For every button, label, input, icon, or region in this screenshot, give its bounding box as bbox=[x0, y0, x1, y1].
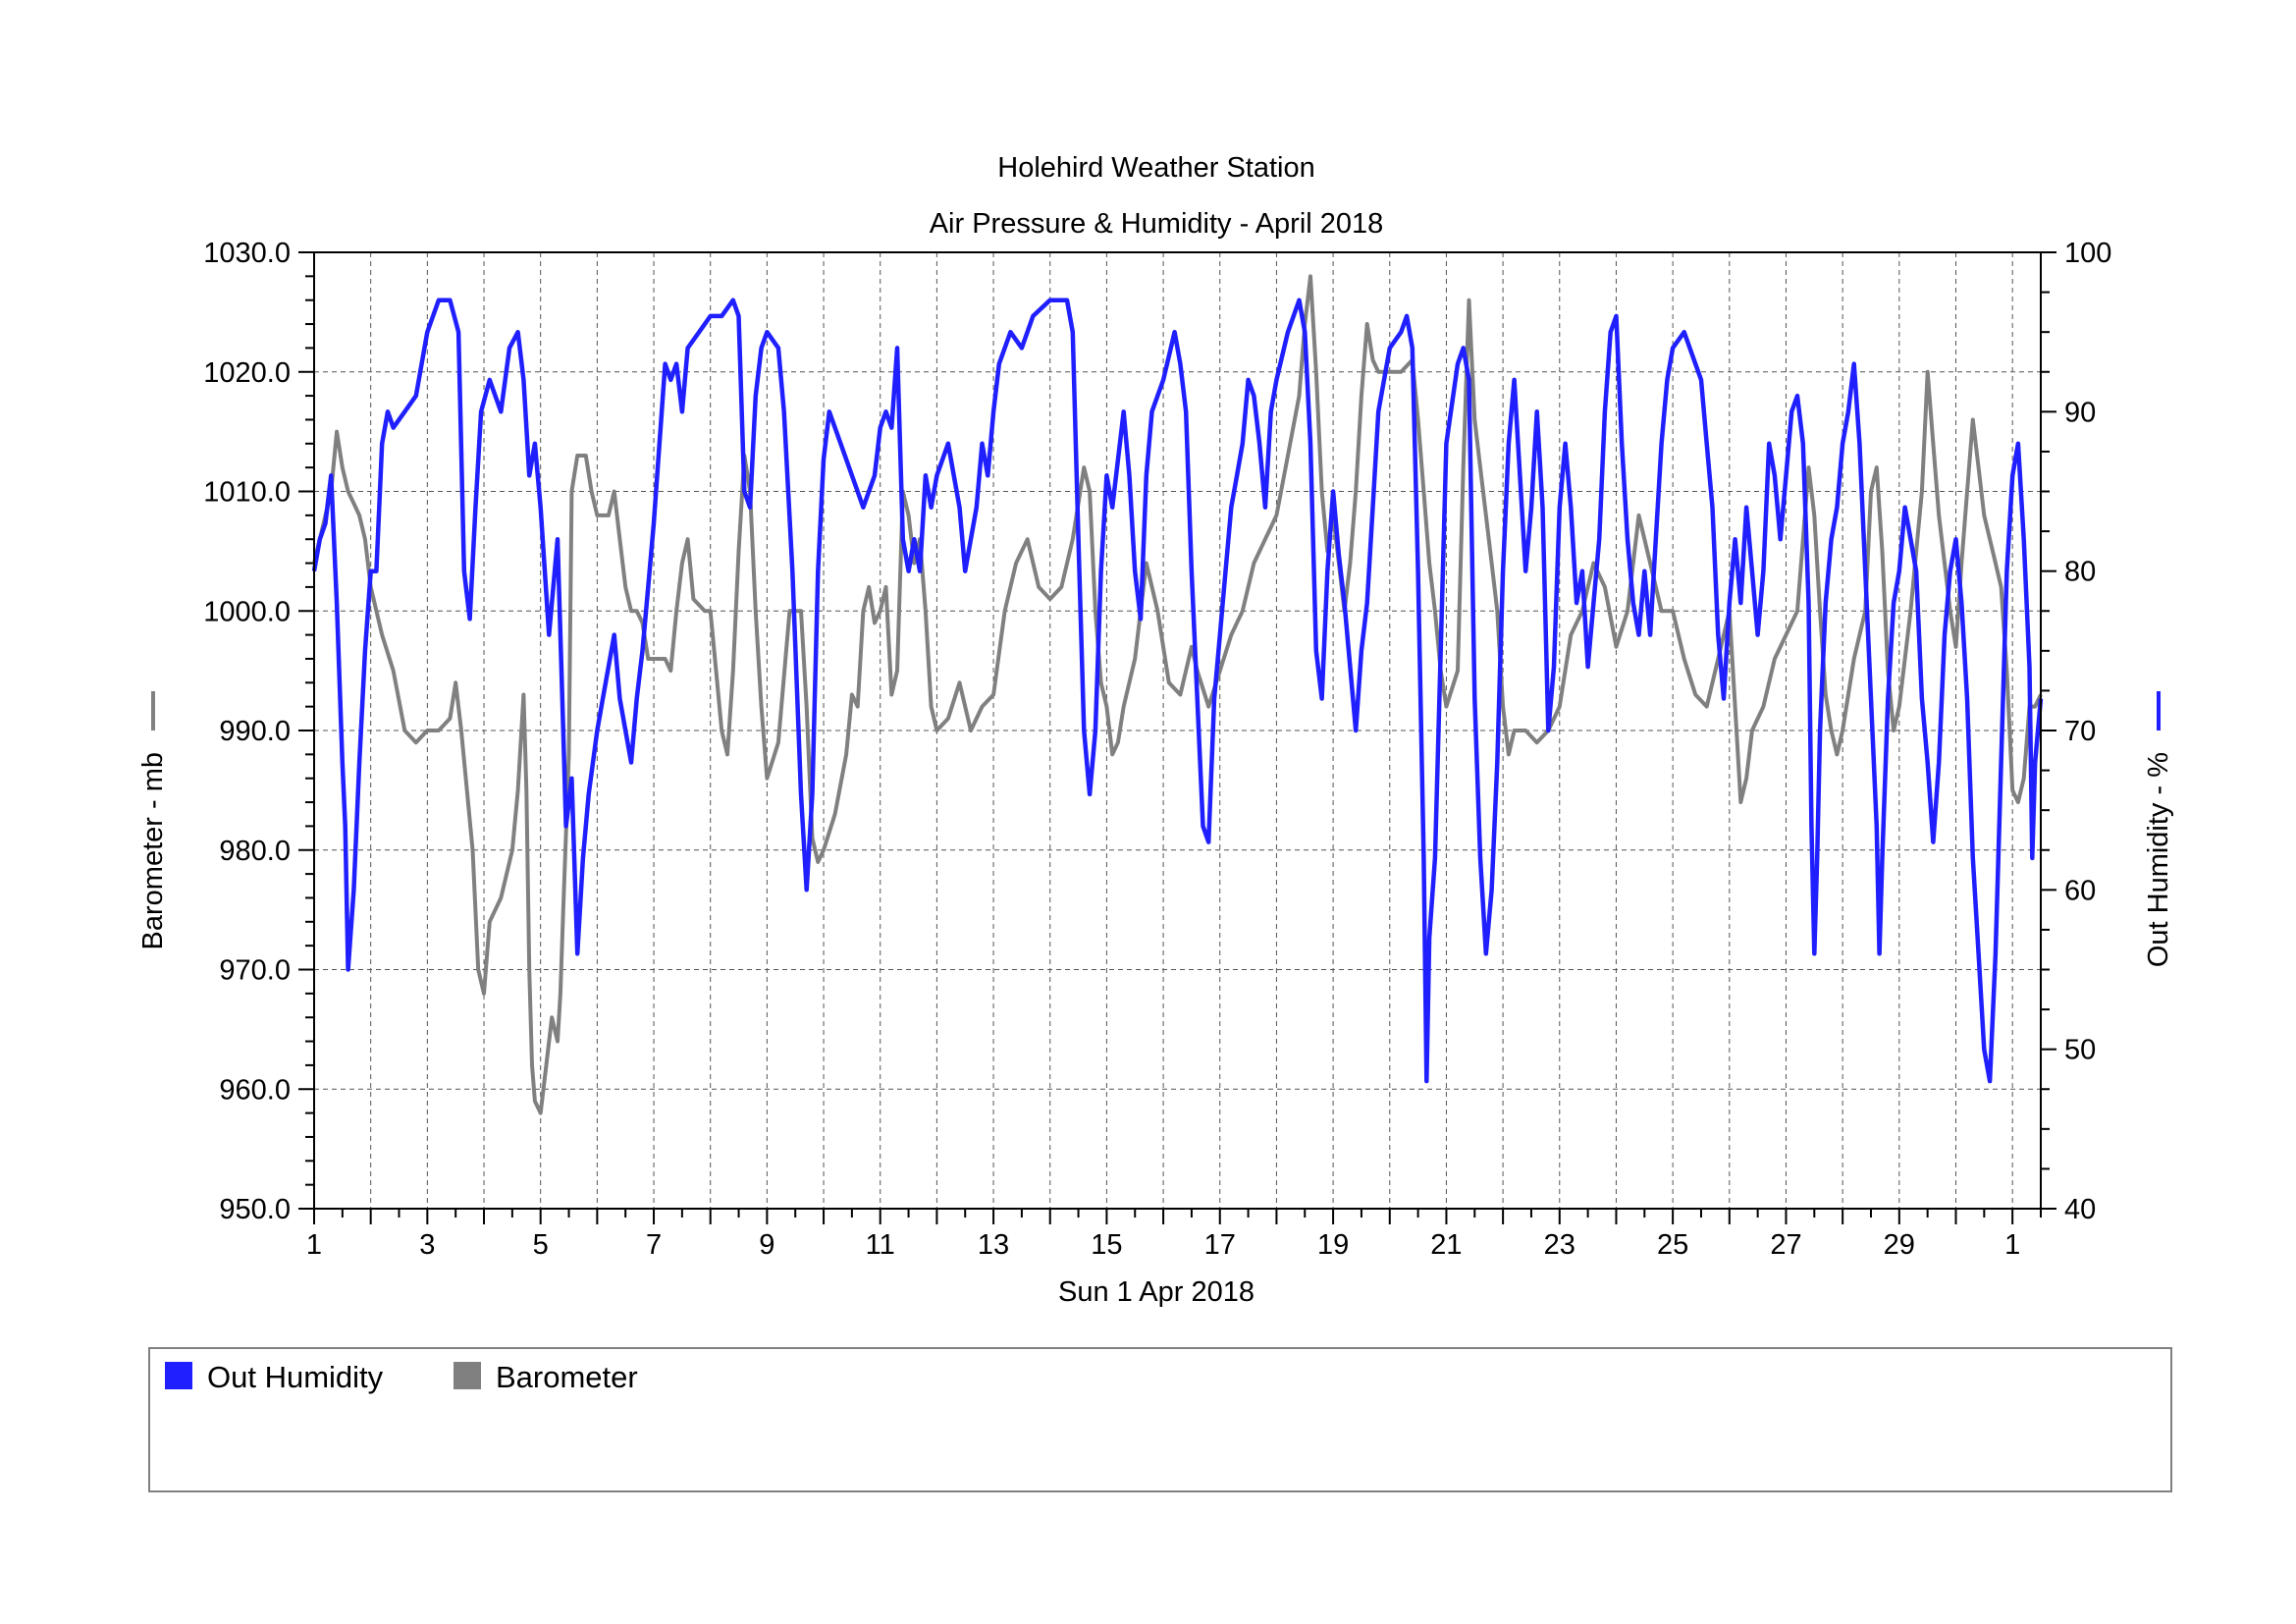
legend-swatch-barometer bbox=[454, 1362, 481, 1389]
legend-label-out-humidity: Out Humidity bbox=[207, 1360, 384, 1394]
x-tick-label: 25 bbox=[1657, 1229, 1688, 1261]
legend-swatch-out-humidity bbox=[165, 1362, 192, 1389]
x-tick-label: 1 bbox=[306, 1229, 322, 1261]
y-axis-left-title: Barometer - mb bbox=[137, 752, 169, 949]
x-tick-label: 5 bbox=[533, 1229, 549, 1261]
x-tick-label: 7 bbox=[646, 1229, 662, 1261]
axis-ticks bbox=[298, 251, 2056, 1224]
y-right-tick-label: 90 bbox=[2064, 397, 2096, 428]
series-lines bbox=[311, 274, 2044, 1115]
y-left-tick-label: 970.0 bbox=[219, 955, 291, 987]
right-axis-title-group: Out Humidity - % bbox=[2143, 691, 2174, 967]
left-axis-title-group: Barometer - mb bbox=[137, 691, 169, 949]
y-left-tick-label: 1010.0 bbox=[203, 477, 291, 509]
y-right-tick-label: 70 bbox=[2064, 716, 2096, 747]
y-left-tick-label: 950.0 bbox=[219, 1194, 291, 1225]
y-left-tick-label: 990.0 bbox=[219, 716, 291, 747]
x-tick-label: 19 bbox=[1317, 1229, 1349, 1261]
x-tick-label: 21 bbox=[1430, 1229, 1462, 1261]
grid bbox=[314, 252, 2041, 1209]
y-right-tick-label: 60 bbox=[2064, 875, 2096, 906]
x-tick-label: 1 bbox=[2004, 1229, 2020, 1261]
y-left-tick-label: 1020.0 bbox=[203, 357, 291, 389]
y-left-tick-label: 960.0 bbox=[219, 1074, 291, 1106]
y-right-tick-label: 40 bbox=[2064, 1194, 2096, 1225]
legend-box bbox=[148, 1347, 2172, 1492]
x-tick-label: 15 bbox=[1091, 1229, 1122, 1261]
chart-subtitle: Air Pressure & Humidity - April 2018 bbox=[930, 208, 1384, 240]
x-tick-label: 27 bbox=[1770, 1229, 1801, 1261]
y-left-tick-label: 1030.0 bbox=[203, 238, 291, 269]
x-tick-label: 29 bbox=[1884, 1229, 1915, 1261]
barometer-line bbox=[312, 274, 2043, 1115]
out-humidity-line bbox=[311, 298, 2044, 1084]
x-tick-label: 3 bbox=[419, 1229, 435, 1261]
y-right-tick-label: 100 bbox=[2064, 238, 2111, 269]
y-right-tick-label: 80 bbox=[2064, 557, 2096, 588]
chart-title: Holehird Weather Station bbox=[997, 152, 1314, 184]
y-left-tick-label: 1000.0 bbox=[203, 596, 291, 627]
y-left-tick-label: 980.0 bbox=[219, 836, 291, 867]
y-axis-right-title: Out Humidity - % bbox=[2143, 752, 2174, 967]
plot-frame bbox=[313, 251, 2042, 1210]
tick-labels: 1 3 5 7 9 11 13 15 17 19 21 23 25 27 29 1950.0960.0970.… bbox=[203, 238, 2111, 1261]
x-tick-label: 17 bbox=[1204, 1229, 1236, 1261]
x-tick-label: 13 bbox=[978, 1229, 1009, 1261]
legend-label-barometer: Barometer bbox=[496, 1360, 638, 1394]
x-tick-label: 9 bbox=[759, 1229, 774, 1261]
y-right-tick-label: 50 bbox=[2064, 1035, 2096, 1066]
x-tick-label: 23 bbox=[1544, 1229, 1575, 1261]
x-tick-label: 11 bbox=[866, 1229, 895, 1261]
x-axis-title: Sun 1 Apr 2018 bbox=[1058, 1276, 1255, 1308]
